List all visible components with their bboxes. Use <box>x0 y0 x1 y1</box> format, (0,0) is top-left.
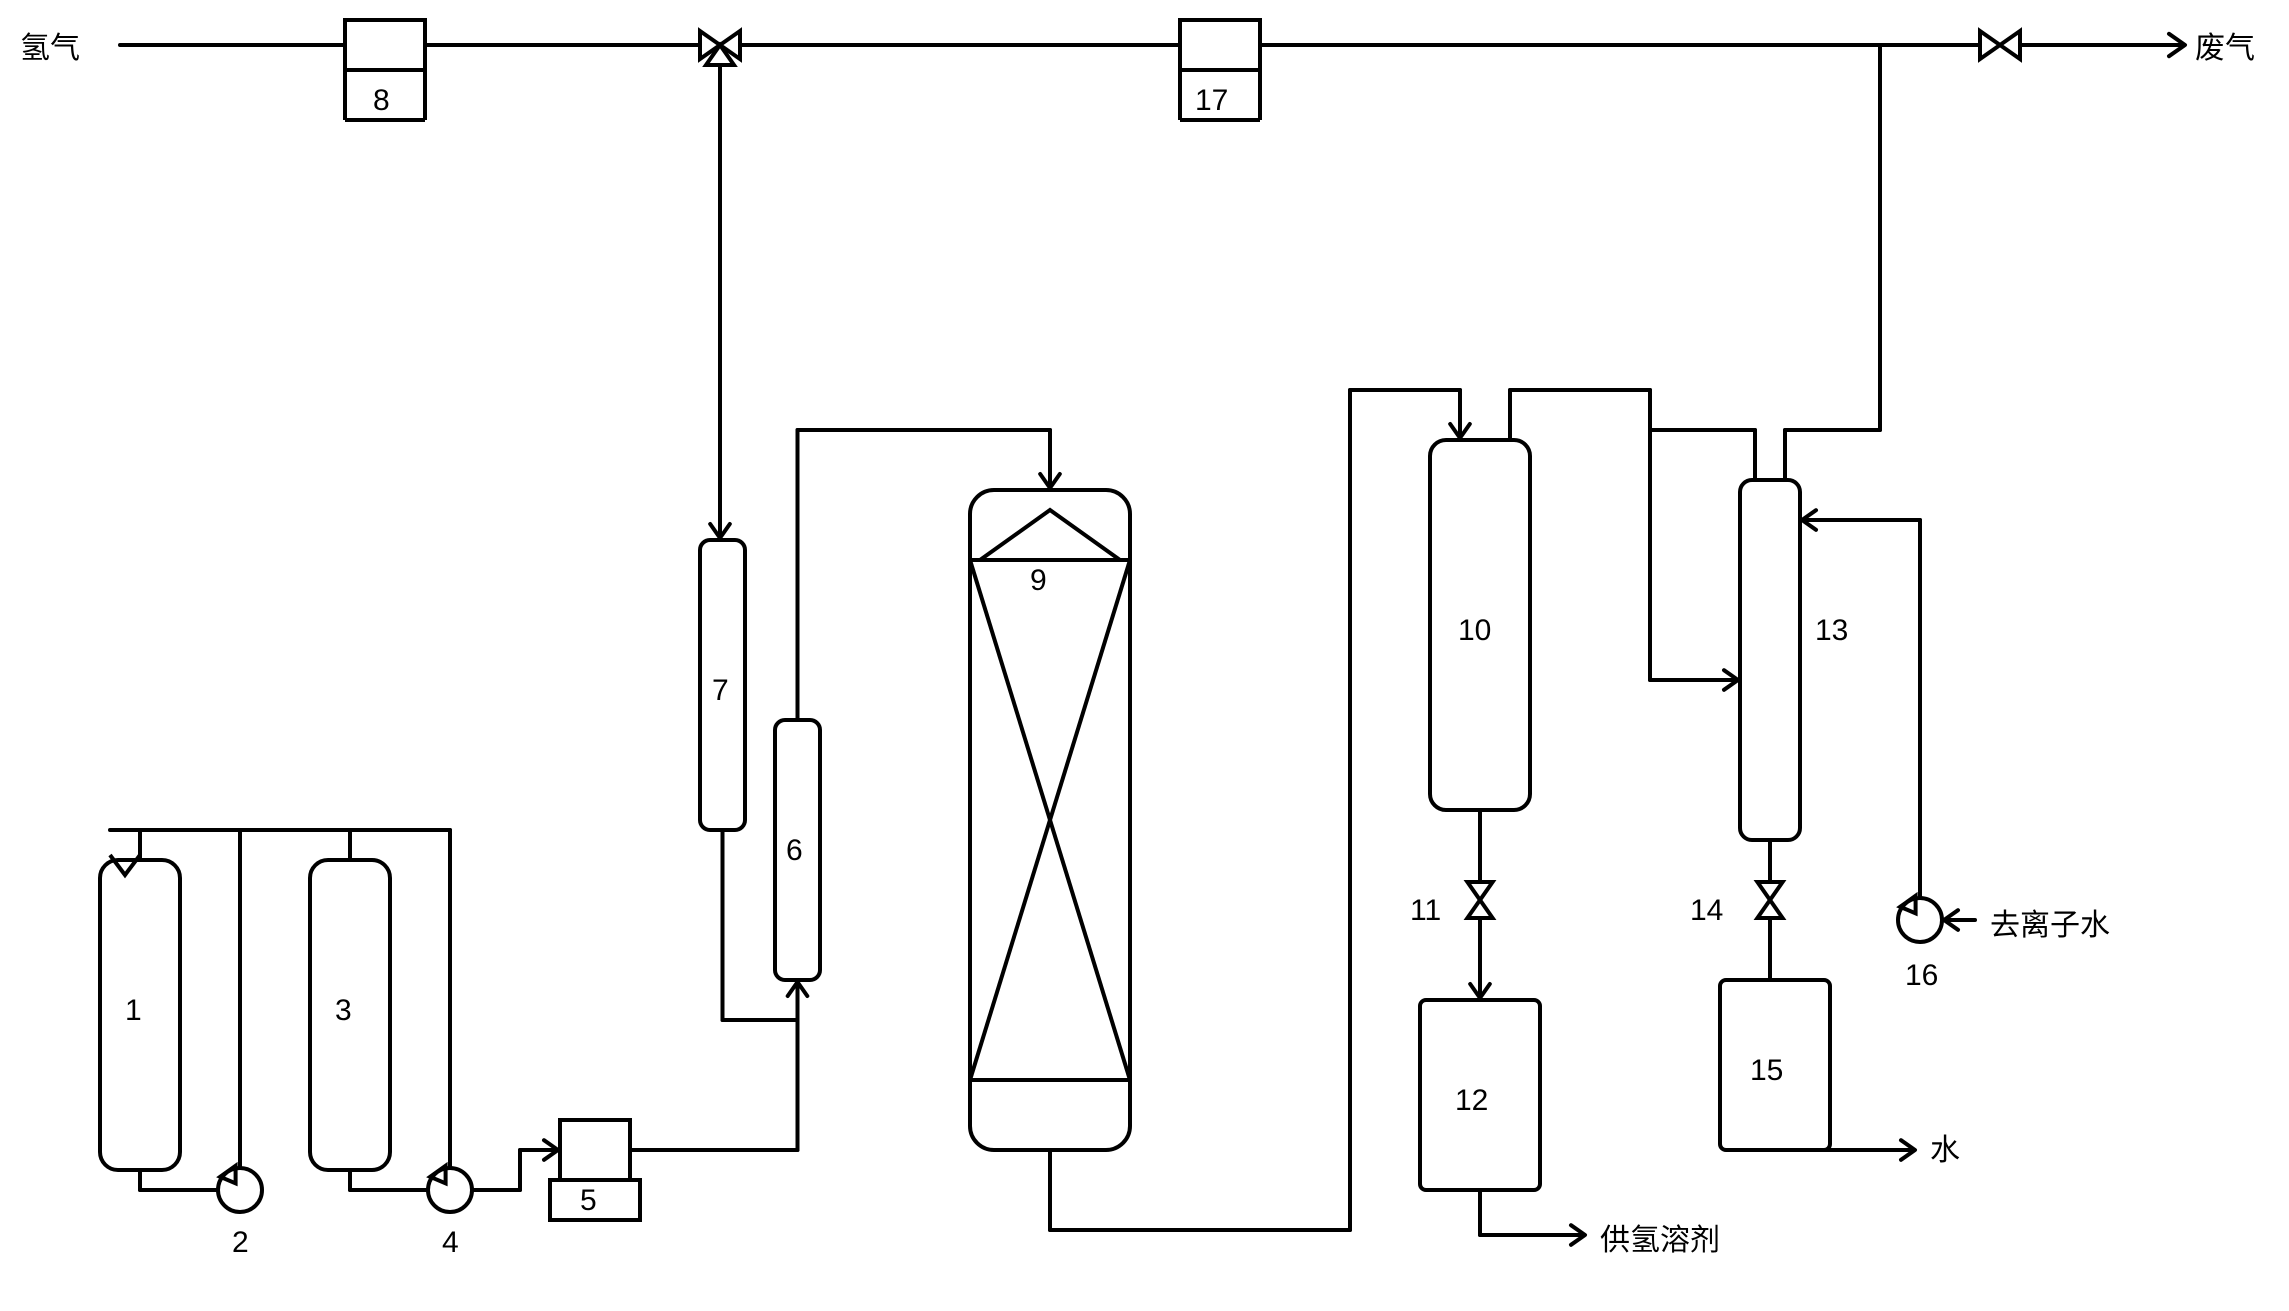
component-number-3: 3 <box>335 994 352 1027</box>
valve-14 <box>1757 882 1782 918</box>
pump-16 <box>1898 896 1942 942</box>
component-number-7: 7 <box>712 674 729 707</box>
component-number-10: 10 <box>1458 614 1491 647</box>
component-number-17: 17 <box>1195 84 1228 117</box>
reactor-9 <box>970 490 1130 1150</box>
component-number-4: 4 <box>442 1226 459 1259</box>
component-number-12: 12 <box>1455 1084 1488 1117</box>
label-di-water: 去离子水 <box>1990 909 2110 942</box>
valve-11 <box>1467 882 1492 918</box>
component-number-1: 1 <box>125 994 142 1027</box>
label-hydrogen-in: 氢气 <box>20 32 80 65</box>
scrubber-13 <box>1740 480 1800 840</box>
component-number-9: 9 <box>1030 564 1047 597</box>
pump-4 <box>428 1166 472 1212</box>
component-number-2: 2 <box>232 1226 249 1259</box>
component-number-11: 11 <box>1410 894 1441 927</box>
component-number-6: 6 <box>786 834 803 867</box>
label-solvent-out: 供氢溶剂 <box>1600 1224 1720 1257</box>
pump-2 <box>218 1166 262 1212</box>
component-number-14: 14 <box>1690 894 1723 927</box>
outlet-valve <box>1980 31 2020 59</box>
component-number-16: 16 <box>1905 959 1938 992</box>
component-number-8: 8 <box>373 84 390 117</box>
label-water-out: 水 <box>1930 1134 1960 1167</box>
label-waste-gas: 废气 <box>2195 32 2255 65</box>
component-number-5: 5 <box>580 1184 597 1217</box>
component-number-15: 15 <box>1750 1054 1783 1087</box>
component-number-13: 13 <box>1815 614 1848 647</box>
three-way-valve <box>700 31 740 65</box>
